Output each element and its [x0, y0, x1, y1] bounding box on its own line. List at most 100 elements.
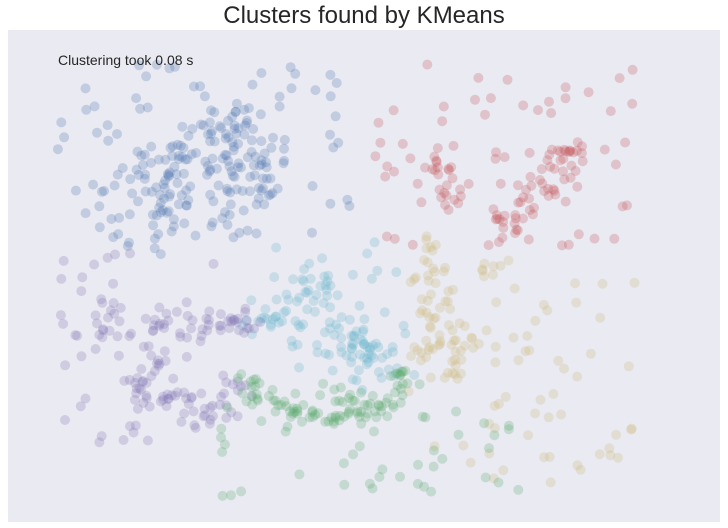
- cluster-5-point: [263, 391, 274, 401]
- cluster-2-point: [424, 342, 435, 353]
- cluster-4-point: [153, 355, 164, 366]
- cluster-2-point: [435, 302, 445, 313]
- cluster-5-point: [354, 441, 365, 452]
- cluster-3-point: [359, 339, 369, 350]
- cluster-0-point: [168, 221, 179, 232]
- cluster-3-point: [318, 298, 329, 308]
- cluster-2-point: [559, 363, 569, 374]
- cluster-1-point: [513, 180, 523, 191]
- cluster-2-point: [543, 412, 554, 423]
- cluster-0-point: [206, 128, 216, 139]
- cluster-5-point: [367, 483, 378, 494]
- cluster-2-point: [500, 391, 511, 402]
- cluster-0-point: [265, 189, 276, 200]
- cluster-1-point: [558, 153, 569, 164]
- cluster-2-point: [605, 450, 616, 461]
- cluster-3-point: [317, 253, 328, 264]
- cluster-4-point: [204, 418, 215, 429]
- cluster-5-point: [216, 423, 227, 434]
- cluster-1-point: [449, 194, 460, 205]
- cluster-3-point: [362, 353, 373, 364]
- cluster-3-point: [387, 342, 398, 352]
- cluster-4-point: [232, 385, 243, 396]
- cluster-1-point: [560, 82, 571, 93]
- cluster-4-point: [76, 286, 87, 297]
- cluster-5-point: [385, 371, 396, 382]
- cluster-5-point: [236, 369, 247, 380]
- cluster-2-point: [626, 423, 637, 434]
- cluster-3-point: [279, 307, 290, 318]
- cluster-4-point: [229, 315, 240, 326]
- cluster-3-point: [256, 313, 267, 324]
- cluster-3-point: [359, 314, 370, 325]
- cluster-5-point: [292, 408, 303, 419]
- cluster-1-point: [515, 197, 526, 208]
- cluster-4-point: [110, 249, 120, 260]
- cluster-5-point: [395, 471, 405, 482]
- cluster-3-point: [322, 276, 333, 287]
- cluster-5-point: [343, 408, 354, 419]
- cluster-4-point: [58, 255, 69, 266]
- cluster-2-point: [613, 452, 623, 463]
- cluster-3-point: [391, 267, 402, 278]
- cluster-1-point: [589, 233, 600, 244]
- cluster-1-point: [375, 137, 386, 148]
- cluster-4-point: [90, 310, 101, 321]
- cluster-0-point: [132, 146, 143, 157]
- cluster-3-point: [273, 317, 284, 328]
- cluster-3-point: [281, 289, 292, 300]
- cluster-3-point: [320, 348, 331, 359]
- cluster-0-point: [266, 142, 277, 153]
- cluster-5-point: [326, 412, 337, 423]
- cluster-4-point: [239, 327, 250, 338]
- cluster-0-point: [153, 229, 164, 240]
- cluster-2-point: [422, 257, 433, 268]
- cluster-5-point: [453, 429, 464, 440]
- cluster-5-point: [503, 420, 514, 431]
- cluster-3-point: [315, 281, 326, 291]
- cluster-4-point: [132, 373, 143, 383]
- cluster-0-point: [80, 208, 91, 219]
- cluster-2-point: [427, 344, 438, 355]
- cluster-4-point: [60, 360, 71, 371]
- cluster-1-point: [510, 228, 521, 239]
- cluster-3-point: [366, 350, 377, 361]
- cluster-1-point: [548, 184, 559, 195]
- cluster-0-point: [274, 91, 285, 102]
- cluster-5-point: [489, 430, 500, 441]
- cluster-0-point: [223, 132, 234, 143]
- cluster-2-point: [434, 330, 445, 341]
- cluster-4-point: [72, 330, 83, 341]
- cluster-4-point: [181, 351, 192, 362]
- cluster-0-point: [94, 222, 105, 233]
- cluster-0-point: [223, 115, 233, 126]
- cluster-2-point: [548, 389, 559, 399]
- cluster-5-point: [419, 481, 429, 492]
- cluster-1-point: [560, 196, 571, 207]
- cluster-5-point: [414, 379, 425, 390]
- cluster-3-point: [368, 353, 379, 364]
- cluster-5-point: [382, 393, 393, 404]
- cluster-3-point: [241, 315, 252, 326]
- timing-annotation: Clustering took 0.08 s: [58, 52, 194, 68]
- cluster-5-point: [298, 400, 309, 410]
- cluster-0-point: [171, 169, 182, 180]
- cluster-5-point: [248, 374, 259, 385]
- cluster-0-point: [224, 161, 235, 172]
- cluster-1-point: [370, 151, 381, 162]
- cluster-3-point: [324, 317, 335, 328]
- cluster-1-point: [444, 165, 454, 176]
- cluster-3-point: [351, 326, 362, 337]
- cluster-1-point: [622, 200, 632, 211]
- cluster-4-point: [159, 323, 170, 334]
- cluster-1-point: [431, 156, 442, 167]
- cluster-0-point: [108, 232, 119, 243]
- cluster-1-point: [431, 155, 442, 166]
- cluster-4-point: [108, 298, 119, 308]
- cluster-3-point: [302, 287, 313, 298]
- cluster-4-point: [181, 393, 192, 404]
- cluster-2-point: [425, 322, 436, 333]
- cluster-5-point: [328, 416, 339, 427]
- cluster-2-point: [629, 277, 640, 288]
